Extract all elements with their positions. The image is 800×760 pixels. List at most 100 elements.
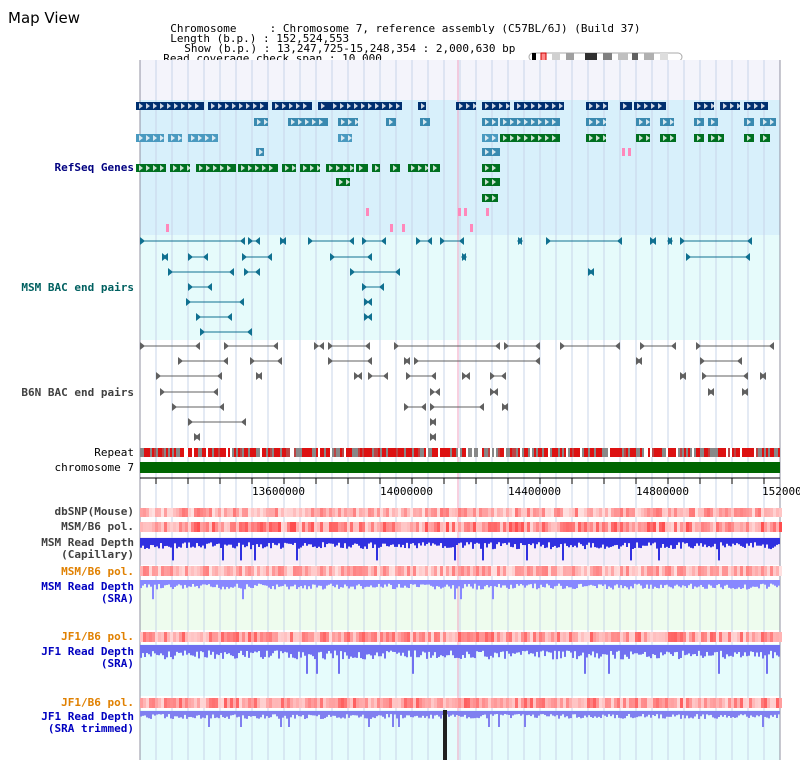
polymorphism-cell bbox=[626, 508, 629, 517]
strand-arrow bbox=[339, 179, 343, 185]
repeat-segment bbox=[348, 448, 350, 457]
depth-bar bbox=[276, 645, 278, 651]
polymorphism-cell bbox=[539, 566, 542, 576]
polymorphism-cell bbox=[599, 698, 602, 708]
polymorphism-cell bbox=[455, 508, 458, 517]
depth-bar bbox=[778, 711, 780, 715]
repeat-segment bbox=[466, 448, 468, 457]
depth-bar bbox=[628, 645, 630, 659]
depth-bar bbox=[574, 538, 576, 546]
repeat-segment bbox=[446, 448, 448, 457]
depth-bar bbox=[556, 645, 558, 660]
depth-bar bbox=[368, 580, 370, 587]
polymorphism-cell bbox=[290, 522, 293, 532]
bac-end-pair-features[interactable] bbox=[140, 237, 774, 441]
depth-bar bbox=[524, 538, 526, 546]
polymorphism-cell bbox=[221, 632, 224, 642]
strand-arrow bbox=[239, 103, 243, 109]
polymorphism-cell bbox=[449, 698, 452, 708]
depth-bar bbox=[698, 711, 700, 719]
repeat-segment bbox=[376, 448, 378, 457]
bac-end-marker bbox=[696, 342, 701, 350]
polymorphism-cell bbox=[209, 698, 212, 708]
strand-arrow bbox=[232, 103, 236, 109]
depth-bar bbox=[484, 711, 486, 715]
polymorphism-cell bbox=[275, 566, 278, 576]
depth-bar bbox=[398, 580, 400, 585]
bac-end-marker bbox=[440, 237, 445, 245]
depth-bar bbox=[528, 538, 530, 544]
depth-bar bbox=[576, 538, 578, 548]
polymorphism-cell bbox=[278, 632, 281, 642]
polymorphism-cell bbox=[671, 508, 674, 517]
polymorphism-cell bbox=[308, 522, 311, 532]
polymorphism-cell bbox=[398, 522, 401, 532]
depth-bar bbox=[574, 711, 576, 715]
depth-bar bbox=[448, 538, 450, 548]
depth-bar bbox=[594, 645, 596, 658]
depth-bar bbox=[668, 711, 670, 717]
repeat-segment bbox=[596, 448, 598, 457]
depth-bar bbox=[496, 711, 498, 715]
strand-arrow bbox=[492, 195, 496, 201]
depth-bar bbox=[458, 538, 460, 544]
repeat-segment bbox=[400, 448, 402, 457]
bac-end-marker bbox=[227, 313, 232, 321]
depth-bar bbox=[412, 711, 414, 718]
polymorphism-cell bbox=[263, 698, 266, 708]
polymorphism-cell bbox=[266, 508, 269, 517]
depth-bar bbox=[734, 538, 736, 546]
depth-bar bbox=[246, 645, 248, 651]
polymorphism-cell bbox=[323, 508, 326, 517]
show-label: Show (b.p.) bbox=[184, 42, 258, 55]
depth-bar bbox=[150, 580, 152, 587]
bac-end-marker bbox=[517, 237, 522, 245]
depth-bar bbox=[550, 645, 552, 653]
depth-bar bbox=[196, 711, 198, 716]
refseq-gene-features[interactable] bbox=[136, 102, 776, 232]
repeat-segment bbox=[244, 448, 246, 457]
repeat-segment bbox=[312, 448, 314, 457]
depth-bar bbox=[680, 538, 682, 549]
repeat-segment bbox=[664, 448, 666, 457]
depth-bar bbox=[682, 645, 684, 651]
repeat-segment bbox=[468, 448, 470, 457]
repeat-segment bbox=[760, 448, 762, 457]
depth-bar bbox=[164, 645, 166, 660]
chromosome-value: Chromosome 7, reference assembly (C57BL/… bbox=[282, 22, 641, 35]
depth-bar bbox=[526, 538, 528, 561]
bac-end-marker bbox=[743, 372, 748, 380]
strand-arrow bbox=[195, 103, 199, 109]
polymorphism-cell bbox=[326, 698, 329, 708]
repeat-segment bbox=[306, 448, 308, 457]
depth-bar bbox=[412, 645, 414, 674]
polymorphism-cell bbox=[326, 522, 329, 532]
depth-bar bbox=[182, 645, 184, 656]
depth-bar bbox=[544, 711, 546, 715]
chromosome-track-label: chromosome 7 bbox=[54, 461, 134, 474]
polymorphism-cell bbox=[650, 698, 653, 708]
polymorphism-cell bbox=[182, 522, 185, 532]
repeat-segment bbox=[484, 448, 486, 457]
depth-bar bbox=[550, 538, 552, 550]
depth-bar bbox=[658, 580, 660, 589]
depth-bar bbox=[626, 645, 628, 657]
polymorphism-cell bbox=[200, 698, 203, 708]
depth-bar bbox=[572, 711, 574, 715]
polymorphism-cell bbox=[281, 508, 284, 517]
depth-bar bbox=[248, 538, 250, 543]
depth-bar bbox=[554, 538, 556, 546]
depth-bar bbox=[444, 645, 446, 658]
repeat-segment bbox=[438, 448, 440, 457]
depth-bar bbox=[476, 711, 478, 718]
depth-bar bbox=[322, 645, 324, 659]
repeat-segment bbox=[714, 448, 716, 457]
polymorphism-cell bbox=[557, 632, 560, 642]
depth-bar bbox=[196, 538, 198, 544]
polymorphism-cell bbox=[227, 632, 230, 642]
depth-bar bbox=[630, 711, 632, 718]
polymorphism-cell bbox=[668, 522, 671, 532]
repeat-segment bbox=[720, 448, 722, 457]
chromosome-ideogram[interactable] bbox=[528, 51, 684, 63]
